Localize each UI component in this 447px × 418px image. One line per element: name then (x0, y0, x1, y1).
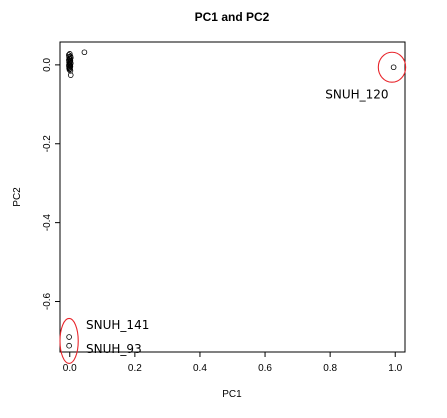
point-label: SNUH_120 (325, 87, 388, 101)
data-point (67, 72, 74, 78)
point-label: SNUH_141 (86, 318, 149, 332)
x-tick-label: 0.0 (63, 363, 77, 374)
data-point (66, 342, 72, 349)
x-tick-label: 0.4 (193, 363, 207, 374)
chart-title: PC1 and PC2 (195, 10, 270, 24)
y-tick-label: 0.0 (42, 57, 53, 71)
data-points (65, 49, 397, 349)
highlight-ellipse (59, 317, 79, 364)
plot-frame (59, 41, 406, 353)
x-tick-label: 0.8 (323, 363, 337, 374)
x-tick-label: 0.2 (128, 363, 142, 374)
data-point (66, 66, 73, 73)
data-point (390, 64, 397, 71)
point-annotations: SNUH_120 SNUH_141 SNUH_93 (86, 87, 389, 355)
point-label: SNUH_93 (86, 342, 142, 356)
data-point (67, 67, 74, 74)
data-point (67, 66, 73, 72)
x-tick-label: 0.6 (258, 363, 272, 374)
data-point (81, 49, 88, 56)
data-point (67, 58, 74, 64)
y-tick-label: -0.4 (42, 214, 53, 232)
data-point (66, 334, 72, 340)
highlight-ellipses (59, 51, 407, 364)
highlight-ellipse (377, 51, 407, 83)
x-tick-label: 1.0 (388, 363, 402, 374)
y-axis-label: PC2 (12, 187, 23, 207)
y-tick-label: -0.2 (42, 135, 53, 153)
y-axis: 0.0 -0.2 -0.4 -0.6 (42, 57, 60, 310)
data-point (67, 63, 74, 70)
y-tick-label: -0.6 (42, 292, 53, 310)
x-axis-label: PC1 (222, 389, 242, 400)
x-axis: 0.0 0.2 0.4 0.6 0.8 1.0 (63, 352, 403, 374)
